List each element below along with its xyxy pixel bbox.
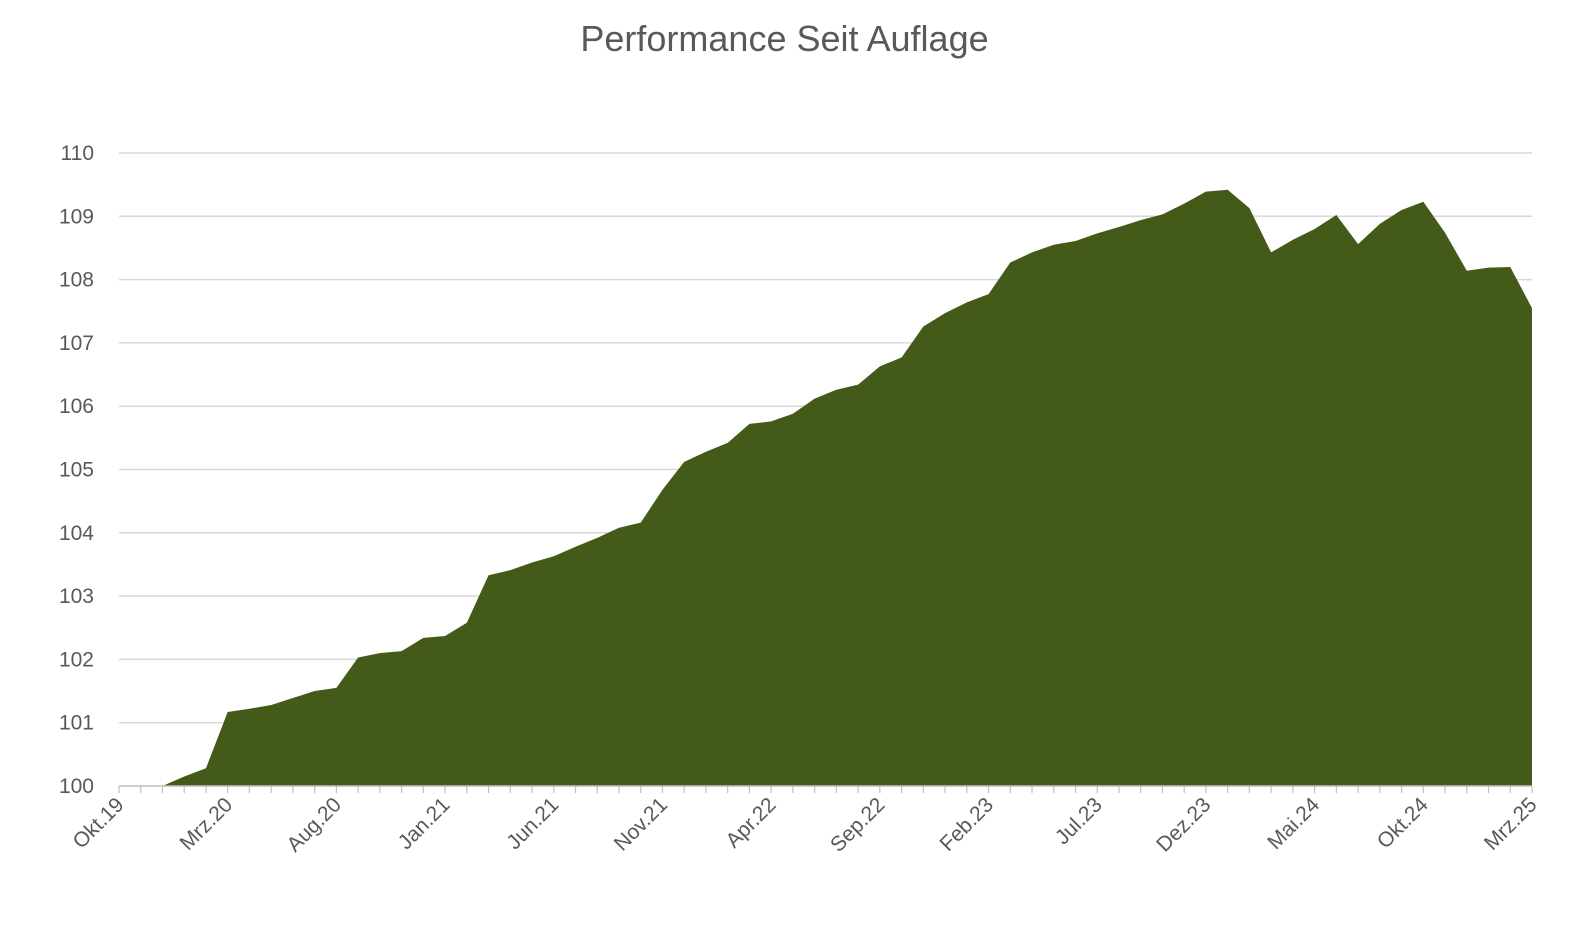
y-tick-label: 103 (59, 585, 94, 608)
x-tick-label: Nov.21 (610, 793, 672, 855)
y-tick-label: 107 (59, 332, 94, 355)
x-axis-labels: Okt.19 Mrz.20 Aug.20 Jan.21 Jun.21 Nov.21 Apr.… (69, 793, 1542, 857)
x-tick-label: Feb.23 (936, 793, 999, 856)
x-axis (119, 786, 1532, 793)
x-tick-label: Aug.20 (283, 793, 346, 856)
y-tick-label: 100 (59, 775, 94, 798)
x-tick-label: Mrz.20 (176, 793, 238, 855)
chart-title: Performance Seit Auflage (0, 18, 1569, 60)
x-tick-label: Mrz.25 (1480, 793, 1542, 855)
x-tick-label: Okt.19 (69, 793, 129, 853)
y-tick-label: 101 (59, 712, 94, 735)
x-tick-label: Jun.21 (502, 793, 563, 854)
x-tick-label: Apr.22 (721, 793, 780, 852)
y-tick-label: 102 (59, 648, 94, 671)
y-tick-label: 106 (59, 395, 94, 418)
y-tick-label: 109 (59, 205, 94, 228)
x-tick-label: Jan.21 (394, 793, 455, 854)
y-tick-label: 108 (59, 269, 94, 292)
x-tick-label: Dez.23 (1152, 793, 1215, 856)
x-tick-label: Mai.24 (1263, 793, 1324, 854)
y-tick-label: 110 (61, 142, 94, 165)
y-axis-labels: 100 101 102 103 104 105 106 107 108 109 110 (59, 142, 94, 798)
x-tick-label: Okt.24 (1373, 793, 1433, 853)
x-tick-label: Sep.22 (826, 793, 889, 856)
x-tick-label: Jul.23 (1051, 793, 1107, 849)
y-tick-label: 104 (59, 522, 94, 545)
y-tick-label: 105 (59, 459, 94, 482)
